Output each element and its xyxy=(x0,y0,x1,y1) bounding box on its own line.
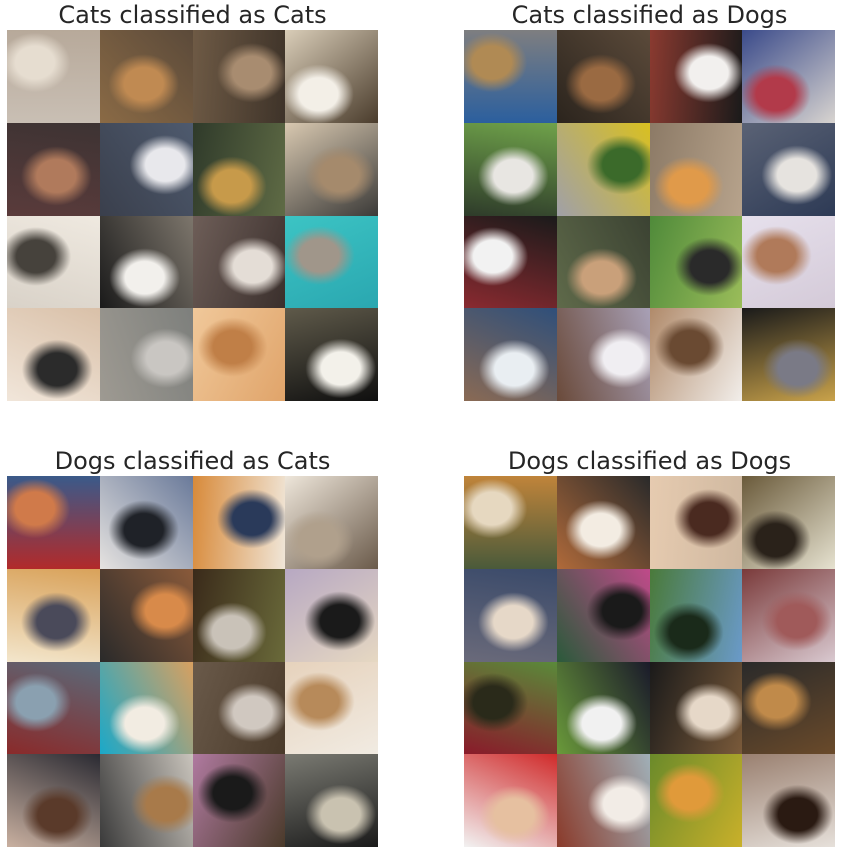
dog-photo-thumbnail xyxy=(649,661,743,755)
cat-photo-thumbnail xyxy=(285,30,378,123)
dog-photo-thumbnail xyxy=(464,568,557,662)
dog-photo-thumbnail xyxy=(742,568,835,662)
dog-photo-thumbnail xyxy=(556,568,650,662)
cat-photo-thumbnail xyxy=(649,308,743,401)
dog-photo-thumbnail xyxy=(464,476,557,569)
image-grid xyxy=(464,476,835,847)
cat-photo-thumbnail xyxy=(464,30,557,123)
dog-photo-thumbnail xyxy=(99,661,193,755)
dog-photo-thumbnail xyxy=(192,476,286,569)
image-grid xyxy=(7,30,378,401)
panel-title: Dogs classified as Dogs xyxy=(507,447,792,475)
dog-photo-thumbnail xyxy=(649,754,743,847)
cat-photo-thumbnail xyxy=(192,30,286,123)
cat-photo-thumbnail xyxy=(7,122,100,216)
dog-photo-thumbnail xyxy=(192,661,286,755)
cat-photo-thumbnail xyxy=(649,215,743,309)
cat-photo-thumbnail xyxy=(556,30,650,123)
cat-photo-thumbnail xyxy=(742,30,835,123)
image-grid xyxy=(464,30,835,401)
cat-photo-thumbnail xyxy=(556,122,650,216)
cat-photo-thumbnail xyxy=(464,308,557,401)
cat-photo-thumbnail xyxy=(649,30,743,123)
dog-photo-thumbnail xyxy=(556,661,650,755)
dog-photo-thumbnail xyxy=(742,661,835,755)
cat-photo-thumbnail xyxy=(285,308,378,401)
image-grid xyxy=(7,476,378,847)
cat-photo-thumbnail xyxy=(99,122,193,216)
dog-photo-thumbnail xyxy=(99,754,193,847)
cat-photo-thumbnail xyxy=(464,215,557,309)
dog-photo-thumbnail xyxy=(7,754,100,847)
cat-photo-thumbnail xyxy=(285,215,378,309)
panel-title: Dogs classified as Cats xyxy=(54,447,331,475)
dog-photo-thumbnail xyxy=(7,568,100,662)
dog-photo-thumbnail xyxy=(285,754,378,847)
dog-photo-thumbnail xyxy=(99,476,193,569)
cat-photo-thumbnail xyxy=(742,308,835,401)
cat-photo-thumbnail xyxy=(99,215,193,309)
cat-photo-thumbnail xyxy=(99,308,193,401)
cat-photo-thumbnail xyxy=(556,215,650,309)
dog-photo-thumbnail xyxy=(742,754,835,847)
dog-photo-thumbnail xyxy=(464,754,557,847)
dog-photo-thumbnail xyxy=(464,661,557,755)
cat-photo-thumbnail xyxy=(7,308,100,401)
dog-photo-thumbnail xyxy=(556,476,650,569)
dog-photo-thumbnail xyxy=(285,476,378,569)
dog-photo-thumbnail xyxy=(192,568,286,662)
cat-photo-thumbnail xyxy=(742,215,835,309)
cat-photo-thumbnail xyxy=(649,122,743,216)
cat-photo-thumbnail xyxy=(99,30,193,123)
cat-photo-thumbnail xyxy=(192,122,286,216)
cat-photo-thumbnail xyxy=(192,308,286,401)
panel-title: Cats classified as Dogs xyxy=(511,1,788,29)
dog-photo-thumbnail xyxy=(649,568,743,662)
dog-photo-thumbnail xyxy=(285,661,378,755)
dog-photo-thumbnail xyxy=(742,476,835,569)
cat-photo-thumbnail xyxy=(556,308,650,401)
dog-photo-thumbnail xyxy=(649,476,743,569)
cat-photo-thumbnail xyxy=(464,122,557,216)
dog-photo-thumbnail xyxy=(7,476,100,569)
cat-photo-thumbnail xyxy=(285,122,378,216)
cat-photo-thumbnail xyxy=(192,215,286,309)
dog-photo-thumbnail xyxy=(99,568,193,662)
cat-photo-thumbnail xyxy=(742,122,835,216)
dog-photo-thumbnail xyxy=(285,568,378,662)
dog-photo-thumbnail xyxy=(192,754,286,847)
cat-photo-thumbnail xyxy=(7,30,100,123)
dog-photo-thumbnail xyxy=(556,754,650,847)
cat-photo-thumbnail xyxy=(7,215,100,309)
dog-photo-thumbnail xyxy=(7,661,100,755)
panel-title: Cats classified as Cats xyxy=(58,1,327,29)
